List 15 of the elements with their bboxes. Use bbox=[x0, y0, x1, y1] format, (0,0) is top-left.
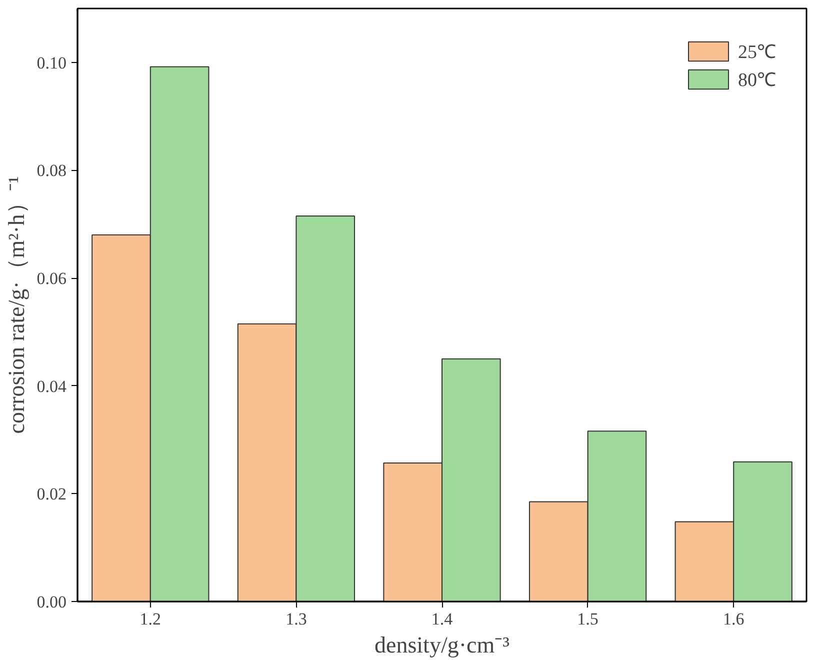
y-tick-label: 0.06 bbox=[36, 269, 66, 288]
y-tick-label: 0.00 bbox=[36, 592, 66, 612]
x-tick-label: 1.5 bbox=[577, 610, 598, 628]
x-axis-title: density/g·cm⁻³ bbox=[374, 632, 510, 658]
x-tick-label: 1.2 bbox=[140, 610, 162, 628]
legend-label: 80℃ bbox=[738, 69, 776, 92]
y-tick-label: 0.10 bbox=[36, 53, 66, 72]
y-tick-label: 0.08 bbox=[36, 161, 66, 180]
y-tick-label: 0.04 bbox=[36, 376, 67, 396]
y-tick-label: 0.02 bbox=[36, 484, 66, 504]
x-tick-label: 1.3 bbox=[286, 610, 307, 628]
legend-label: 25℃ bbox=[738, 41, 776, 64]
x-tick-label: 1.4 bbox=[431, 610, 454, 628]
x-tick-label: 1.6 bbox=[722, 610, 744, 628]
y-axis-title: corrosion rate/g·（m²·h）⁻¹ bbox=[4, 176, 29, 434]
